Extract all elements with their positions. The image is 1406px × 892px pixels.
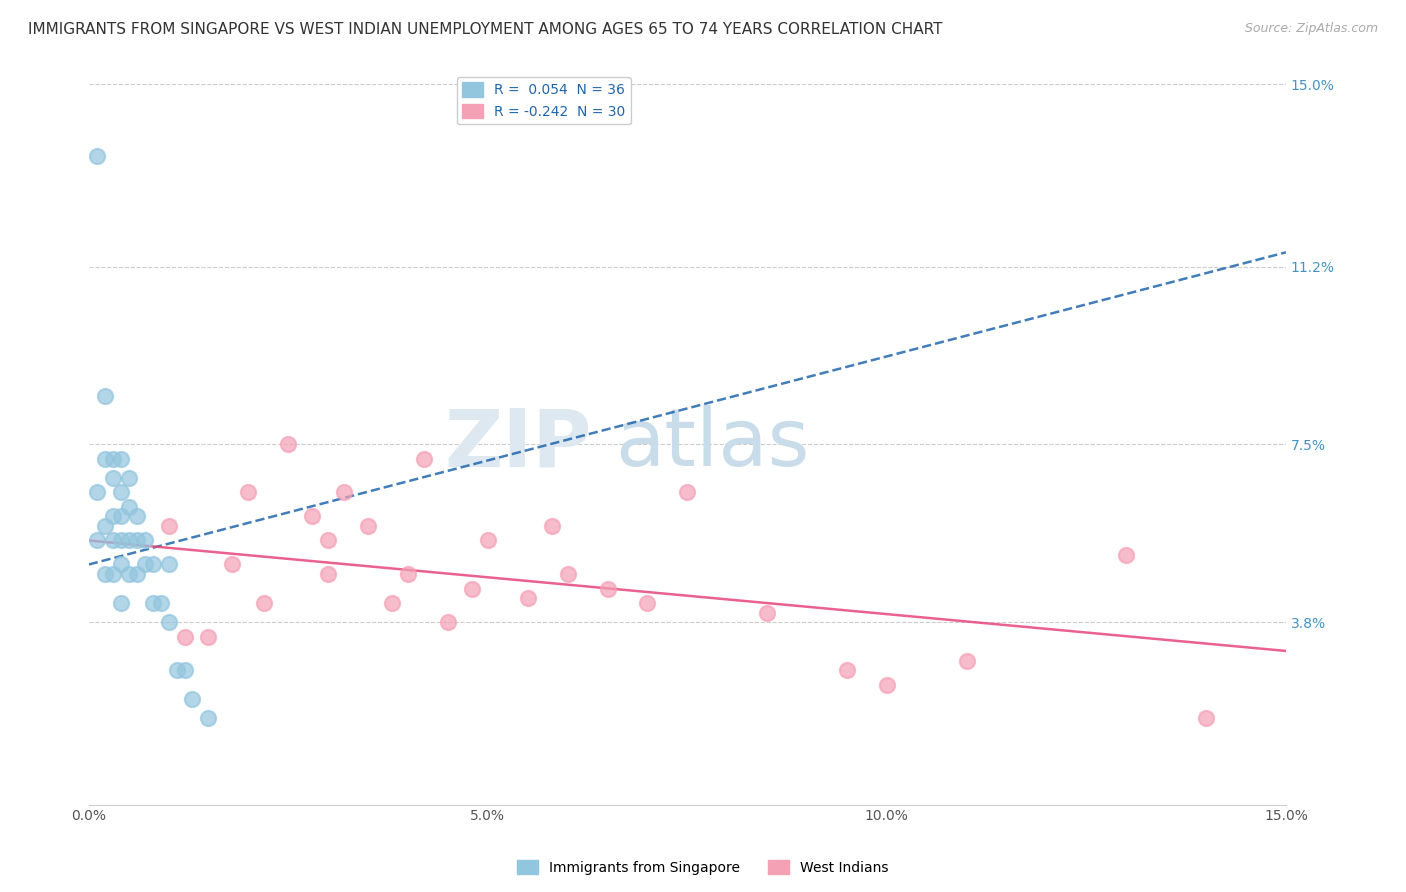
Text: atlas: atlas [616,406,810,483]
Point [197,630,219,644]
Point [876,677,898,691]
Point [110,558,132,572]
Point [253,596,276,610]
Point [238,485,260,500]
Point [110,509,132,524]
Point [413,451,436,466]
Point [173,630,195,644]
Point [142,558,165,572]
Legend: R =  0.054  N = 36, R = -0.242  N = 30: R = 0.054 N = 36, R = -0.242 N = 30 [457,77,631,125]
Point [357,519,380,533]
Legend: Immigrants from Singapore, West Indians: Immigrants from Singapore, West Indians [512,855,894,880]
Point [101,471,124,485]
Point [93,389,115,403]
Point [117,471,139,485]
Text: Source: ZipAtlas.com: Source: ZipAtlas.com [1244,22,1378,36]
Point [93,567,115,582]
Point [117,533,139,548]
Point [101,451,124,466]
Text: ZIP: ZIP [444,406,592,483]
Point [110,533,132,548]
Point [142,596,165,610]
Point [381,596,404,610]
Point [197,711,219,725]
Point [125,533,148,548]
Point [461,582,484,596]
Point [540,519,562,533]
Point [1195,711,1218,725]
Point [125,509,148,524]
Point [117,500,139,514]
Point [93,519,115,533]
Point [93,451,115,466]
Point [101,533,124,548]
Point [316,533,339,548]
Point [221,558,243,572]
Point [134,558,156,572]
Point [516,591,538,606]
Point [149,596,172,610]
Point [835,663,858,677]
Point [110,596,132,610]
Point [396,567,419,582]
Point [157,519,180,533]
Text: IMMIGRANTS FROM SINGAPORE VS WEST INDIAN UNEMPLOYMENT AMONG AGES 65 TO 74 YEARS : IMMIGRANTS FROM SINGAPORE VS WEST INDIAN… [28,22,942,37]
Point [125,567,148,582]
Point [157,615,180,629]
Point [134,533,156,548]
Point [86,149,108,163]
Point [101,509,124,524]
Point [166,663,188,677]
Point [316,567,339,582]
Point [333,485,356,500]
Point [676,485,699,500]
Point [86,485,108,500]
Point [301,509,323,524]
Point [181,692,204,706]
Point [596,582,619,596]
Point [110,451,132,466]
Point [173,663,195,677]
Point [636,596,658,610]
Point [956,654,979,668]
Point [110,485,132,500]
Point [86,533,108,548]
Point [101,567,124,582]
Point [157,558,180,572]
Point [557,567,579,582]
Point [117,567,139,582]
Point [477,533,499,548]
Point [1115,548,1137,562]
Point [756,606,779,620]
Point [437,615,460,629]
Point [277,437,299,451]
